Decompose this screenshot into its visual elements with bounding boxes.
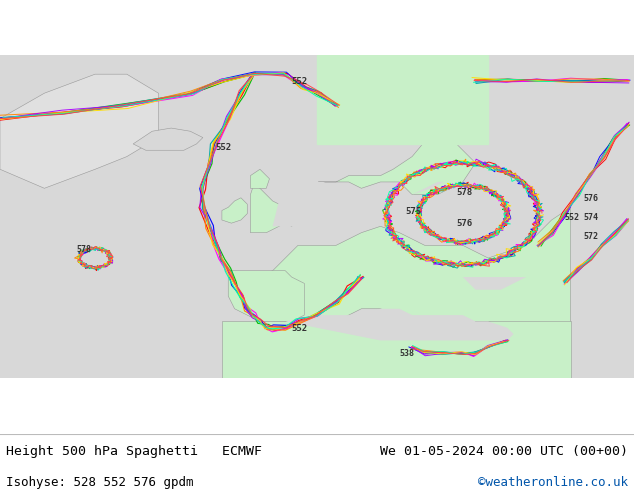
Text: 552: 552 — [292, 76, 307, 86]
Text: ©weatheronline.co.uk: ©weatheronline.co.uk — [477, 476, 628, 489]
Text: 538: 538 — [399, 349, 415, 358]
Text: 576: 576 — [456, 220, 472, 228]
Polygon shape — [228, 270, 304, 321]
Polygon shape — [349, 182, 450, 207]
Polygon shape — [254, 207, 571, 347]
Polygon shape — [254, 309, 514, 341]
Polygon shape — [273, 182, 342, 226]
Text: 574: 574 — [583, 213, 598, 222]
Polygon shape — [254, 55, 317, 188]
Polygon shape — [133, 128, 203, 150]
Text: 552: 552 — [216, 143, 231, 152]
Polygon shape — [250, 185, 298, 233]
Polygon shape — [250, 169, 269, 188]
Polygon shape — [222, 198, 247, 223]
Text: 552: 552 — [564, 213, 579, 222]
Text: Height 500 hPa Spaghetti   ECMWF: Height 500 hPa Spaghetti ECMWF — [6, 445, 262, 458]
Text: 578: 578 — [456, 188, 472, 196]
Text: We 01-05-2024 00:00 UTC (00+00): We 01-05-2024 00:00 UTC (00+00) — [380, 445, 628, 458]
Polygon shape — [463, 277, 526, 290]
Text: 552: 552 — [292, 324, 307, 333]
Polygon shape — [317, 55, 488, 144]
Text: 578: 578 — [76, 245, 91, 254]
Polygon shape — [222, 321, 571, 378]
Polygon shape — [317, 93, 476, 195]
Text: 576: 576 — [583, 194, 598, 203]
Text: 575: 575 — [406, 207, 422, 216]
Polygon shape — [0, 74, 158, 188]
Text: Isohyse: 528 552 576 gpdm: Isohyse: 528 552 576 gpdm — [6, 476, 194, 489]
Text: 572: 572 — [583, 232, 598, 241]
